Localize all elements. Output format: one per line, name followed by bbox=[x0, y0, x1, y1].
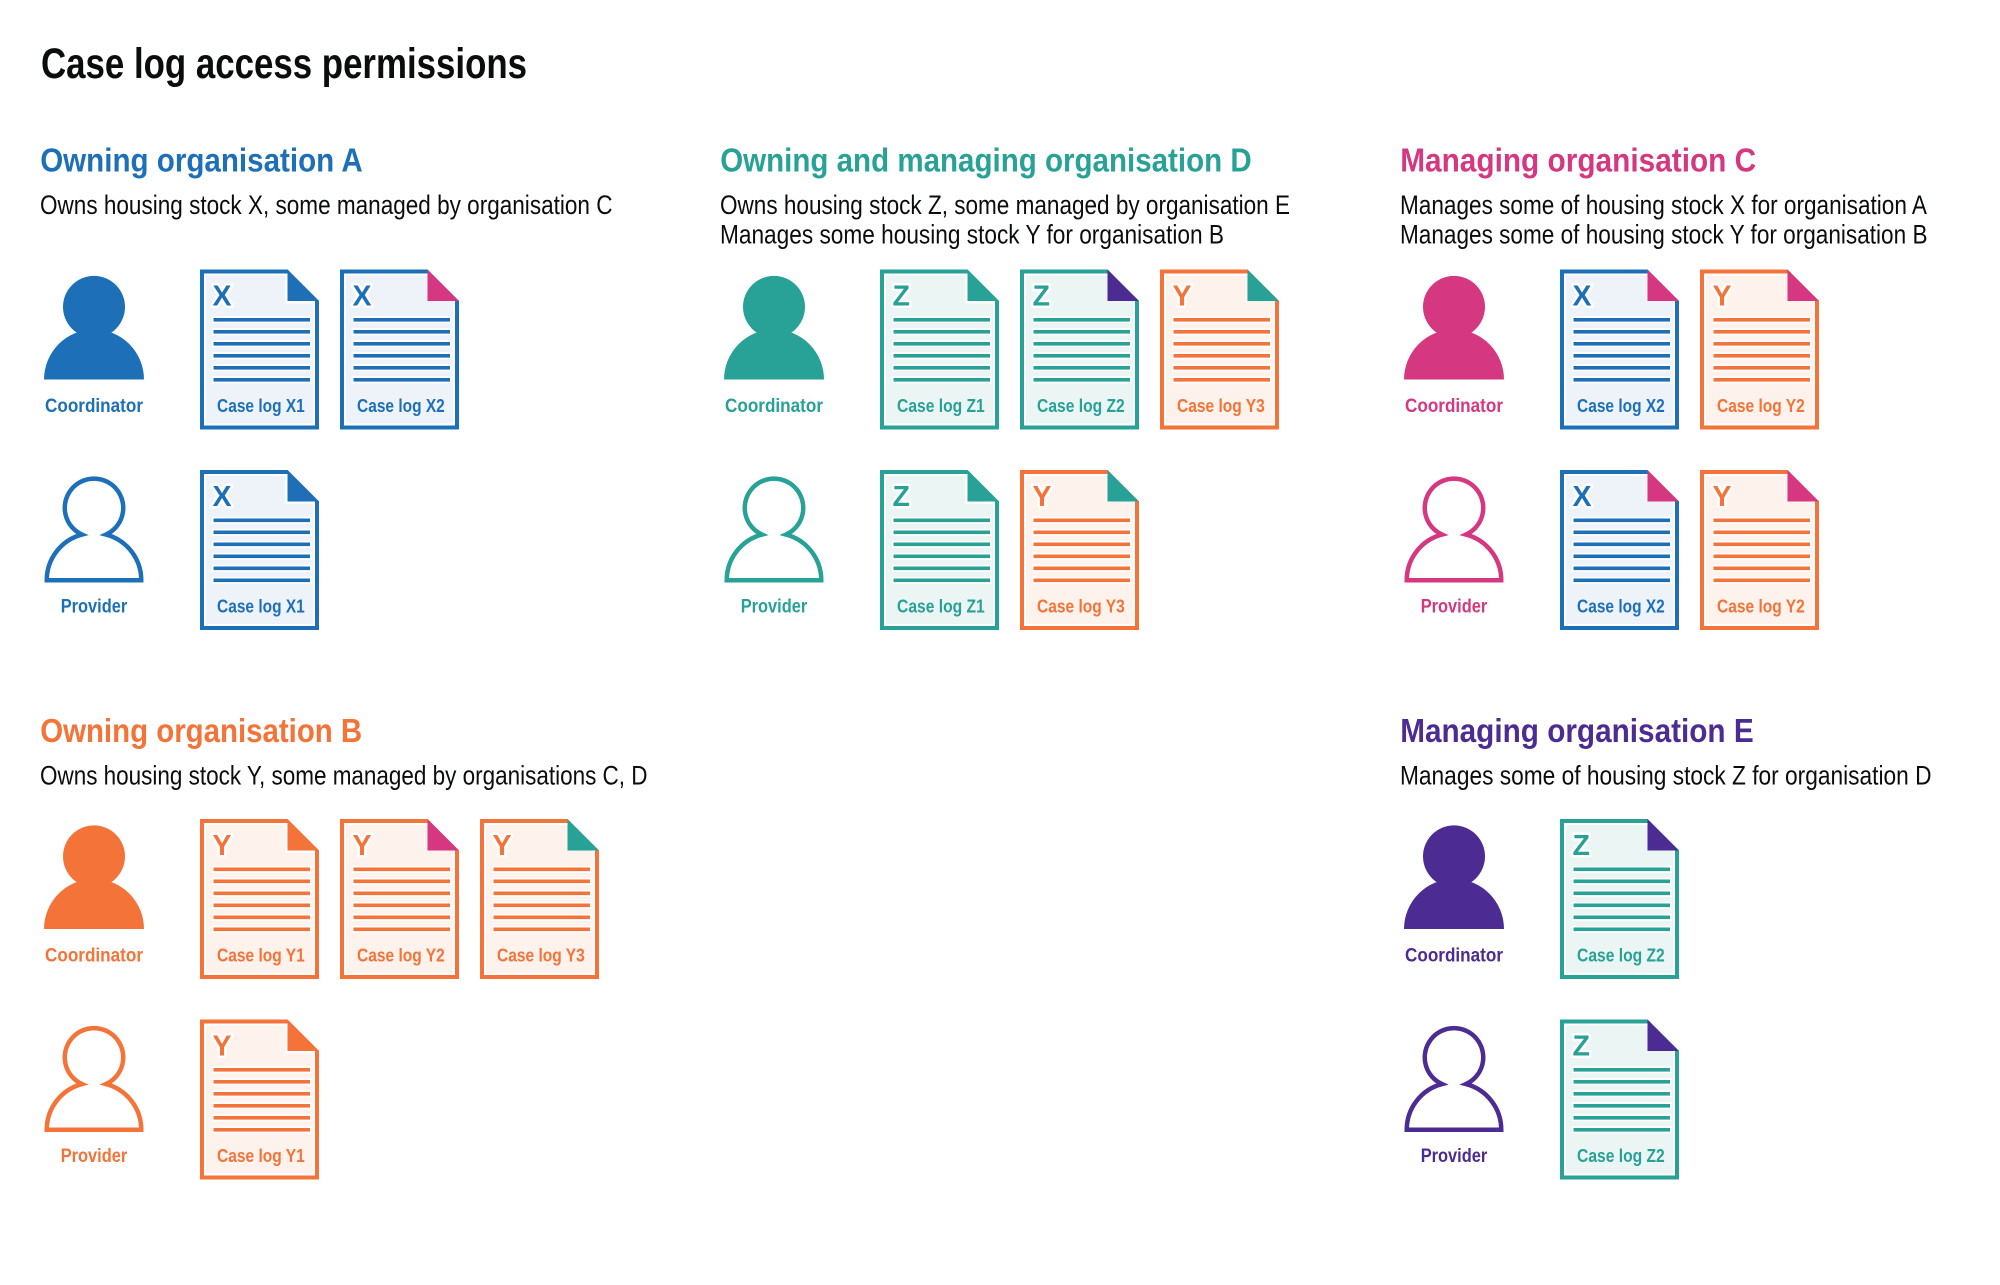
svg-text:Owns housing stock Z, some man: Owns housing stock Z, some managed by or… bbox=[720, 190, 1290, 220]
svg-text:Case log X2: Case log X2 bbox=[357, 396, 445, 416]
svg-text:Owning organisation A: Owning organisation A bbox=[40, 142, 363, 179]
svg-text:X: X bbox=[353, 281, 372, 313]
svg-text:Z: Z bbox=[893, 481, 910, 513]
svg-text:Case log X2: Case log X2 bbox=[1577, 596, 1665, 616]
svg-text:Provider: Provider bbox=[741, 596, 808, 617]
svg-text:Coordinator: Coordinator bbox=[45, 396, 144, 417]
svg-text:X: X bbox=[213, 481, 232, 513]
svg-text:Coordinator: Coordinator bbox=[725, 396, 824, 417]
svg-text:Manages some of housing stock: Manages some of housing stock Y for orga… bbox=[1400, 220, 1928, 250]
svg-text:Z: Z bbox=[1573, 1031, 1590, 1063]
svg-text:Coordinator: Coordinator bbox=[1405, 945, 1504, 966]
svg-text:Y: Y bbox=[1173, 281, 1192, 313]
svg-text:Case log Z2: Case log Z2 bbox=[1577, 945, 1665, 965]
svg-text:Case log Y3: Case log Y3 bbox=[497, 945, 585, 965]
svg-text:Coordinator: Coordinator bbox=[1405, 396, 1504, 417]
svg-text:Z: Z bbox=[1033, 281, 1050, 313]
svg-text:X: X bbox=[1573, 481, 1592, 513]
svg-text:Provider: Provider bbox=[1421, 596, 1488, 617]
svg-text:Case log Z1: Case log Z1 bbox=[897, 596, 985, 616]
svg-text:Coordinator: Coordinator bbox=[45, 945, 144, 966]
svg-text:Z: Z bbox=[893, 281, 910, 313]
svg-text:Y: Y bbox=[213, 1031, 232, 1063]
svg-text:Case log Y1: Case log Y1 bbox=[217, 1146, 305, 1166]
svg-text:Y: Y bbox=[1033, 481, 1052, 513]
svg-text:Y: Y bbox=[213, 830, 232, 862]
svg-text:Y: Y bbox=[493, 830, 512, 862]
svg-text:Case log X1: Case log X1 bbox=[217, 596, 305, 616]
svg-text:Y: Y bbox=[353, 830, 372, 862]
svg-text:Case log Z2: Case log Z2 bbox=[1037, 396, 1125, 416]
svg-text:Owns housing stock X, some man: Owns housing stock X, some managed by or… bbox=[40, 190, 613, 220]
svg-text:Provider: Provider bbox=[61, 596, 128, 617]
svg-text:Managing organisation E: Managing organisation E bbox=[1400, 713, 1754, 750]
svg-text:Case log X1: Case log X1 bbox=[217, 396, 305, 416]
svg-text:Case log Z2: Case log Z2 bbox=[1577, 1146, 1665, 1166]
svg-text:Case log access permissions: Case log access permissions bbox=[41, 40, 527, 88]
svg-text:Owning organisation B: Owning organisation B bbox=[40, 713, 362, 750]
svg-text:X: X bbox=[213, 281, 232, 313]
svg-text:Provider: Provider bbox=[61, 1146, 128, 1167]
svg-text:Y: Y bbox=[1713, 481, 1732, 513]
svg-text:X: X bbox=[1573, 281, 1592, 313]
svg-text:Case log Y2: Case log Y2 bbox=[1717, 596, 1805, 616]
svg-text:Provider: Provider bbox=[1421, 1146, 1488, 1167]
svg-text:Case log Z1: Case log Z1 bbox=[897, 396, 985, 416]
svg-text:Case log Y1: Case log Y1 bbox=[217, 945, 305, 965]
svg-text:Case log Y2: Case log Y2 bbox=[1717, 396, 1805, 416]
svg-text:Case log X2: Case log X2 bbox=[1577, 396, 1665, 416]
svg-text:Z: Z bbox=[1573, 830, 1590, 862]
svg-text:Manages some housing stock Y f: Manages some housing stock Y for organis… bbox=[720, 220, 1224, 250]
svg-text:Case log Y3: Case log Y3 bbox=[1177, 396, 1265, 416]
svg-text:Case log Y2: Case log Y2 bbox=[357, 945, 445, 965]
svg-text:Y: Y bbox=[1713, 281, 1732, 313]
svg-text:Case log Y3: Case log Y3 bbox=[1037, 596, 1125, 616]
svg-text:Owning and managing organisati: Owning and managing organisation D bbox=[720, 142, 1251, 179]
svg-text:Manages some of housing stock: Manages some of housing stock Z for orga… bbox=[1400, 761, 1932, 791]
svg-text:Owns housing stock Y, some man: Owns housing stock Y, some managed by or… bbox=[40, 761, 648, 791]
svg-text:Managing organisation C: Managing organisation C bbox=[1400, 142, 1756, 179]
svg-text:Manages some of housing stock: Manages some of housing stock X for orga… bbox=[1400, 190, 1927, 220]
